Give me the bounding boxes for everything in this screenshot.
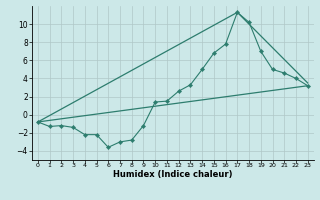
X-axis label: Humidex (Indice chaleur): Humidex (Indice chaleur) [113, 170, 233, 179]
